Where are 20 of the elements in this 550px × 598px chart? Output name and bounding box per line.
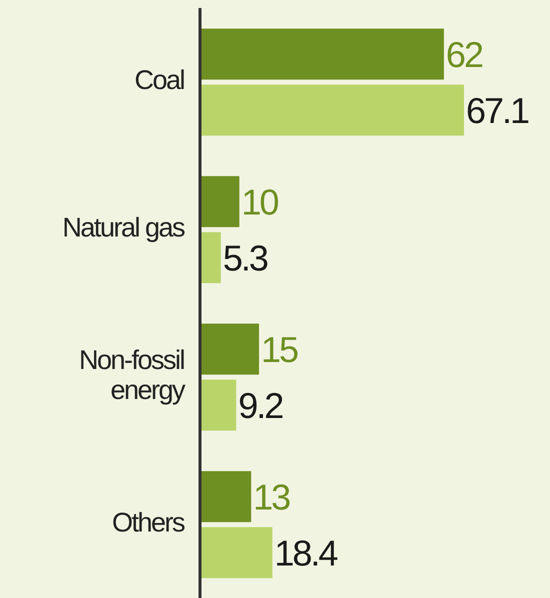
bar — [200, 324, 260, 375]
y-tick-label: Others — [112, 507, 185, 538]
bar — [200, 232, 221, 284]
y-tick-label: Coal — [134, 64, 184, 95]
bar — [200, 380, 236, 431]
data-label: 5.3 — [222, 237, 268, 278]
data-label: 18.4 — [274, 532, 338, 574]
bar — [200, 527, 272, 578]
data-label: 13 — [253, 476, 290, 518]
y-tick-label: Natural gas — [62, 212, 185, 242]
bar — [200, 84, 464, 136]
data-label: 9.2 — [238, 384, 284, 426]
bar — [200, 471, 252, 522]
data-label: 15 — [261, 328, 298, 370]
bar — [200, 176, 240, 228]
data-label: 62 — [446, 34, 483, 75]
y-tick-label: Non-fossil energy — [78, 344, 186, 405]
bar — [200, 28, 444, 80]
data-label: 67.1 — [466, 90, 530, 131]
data-label: 10 — [241, 181, 278, 222]
